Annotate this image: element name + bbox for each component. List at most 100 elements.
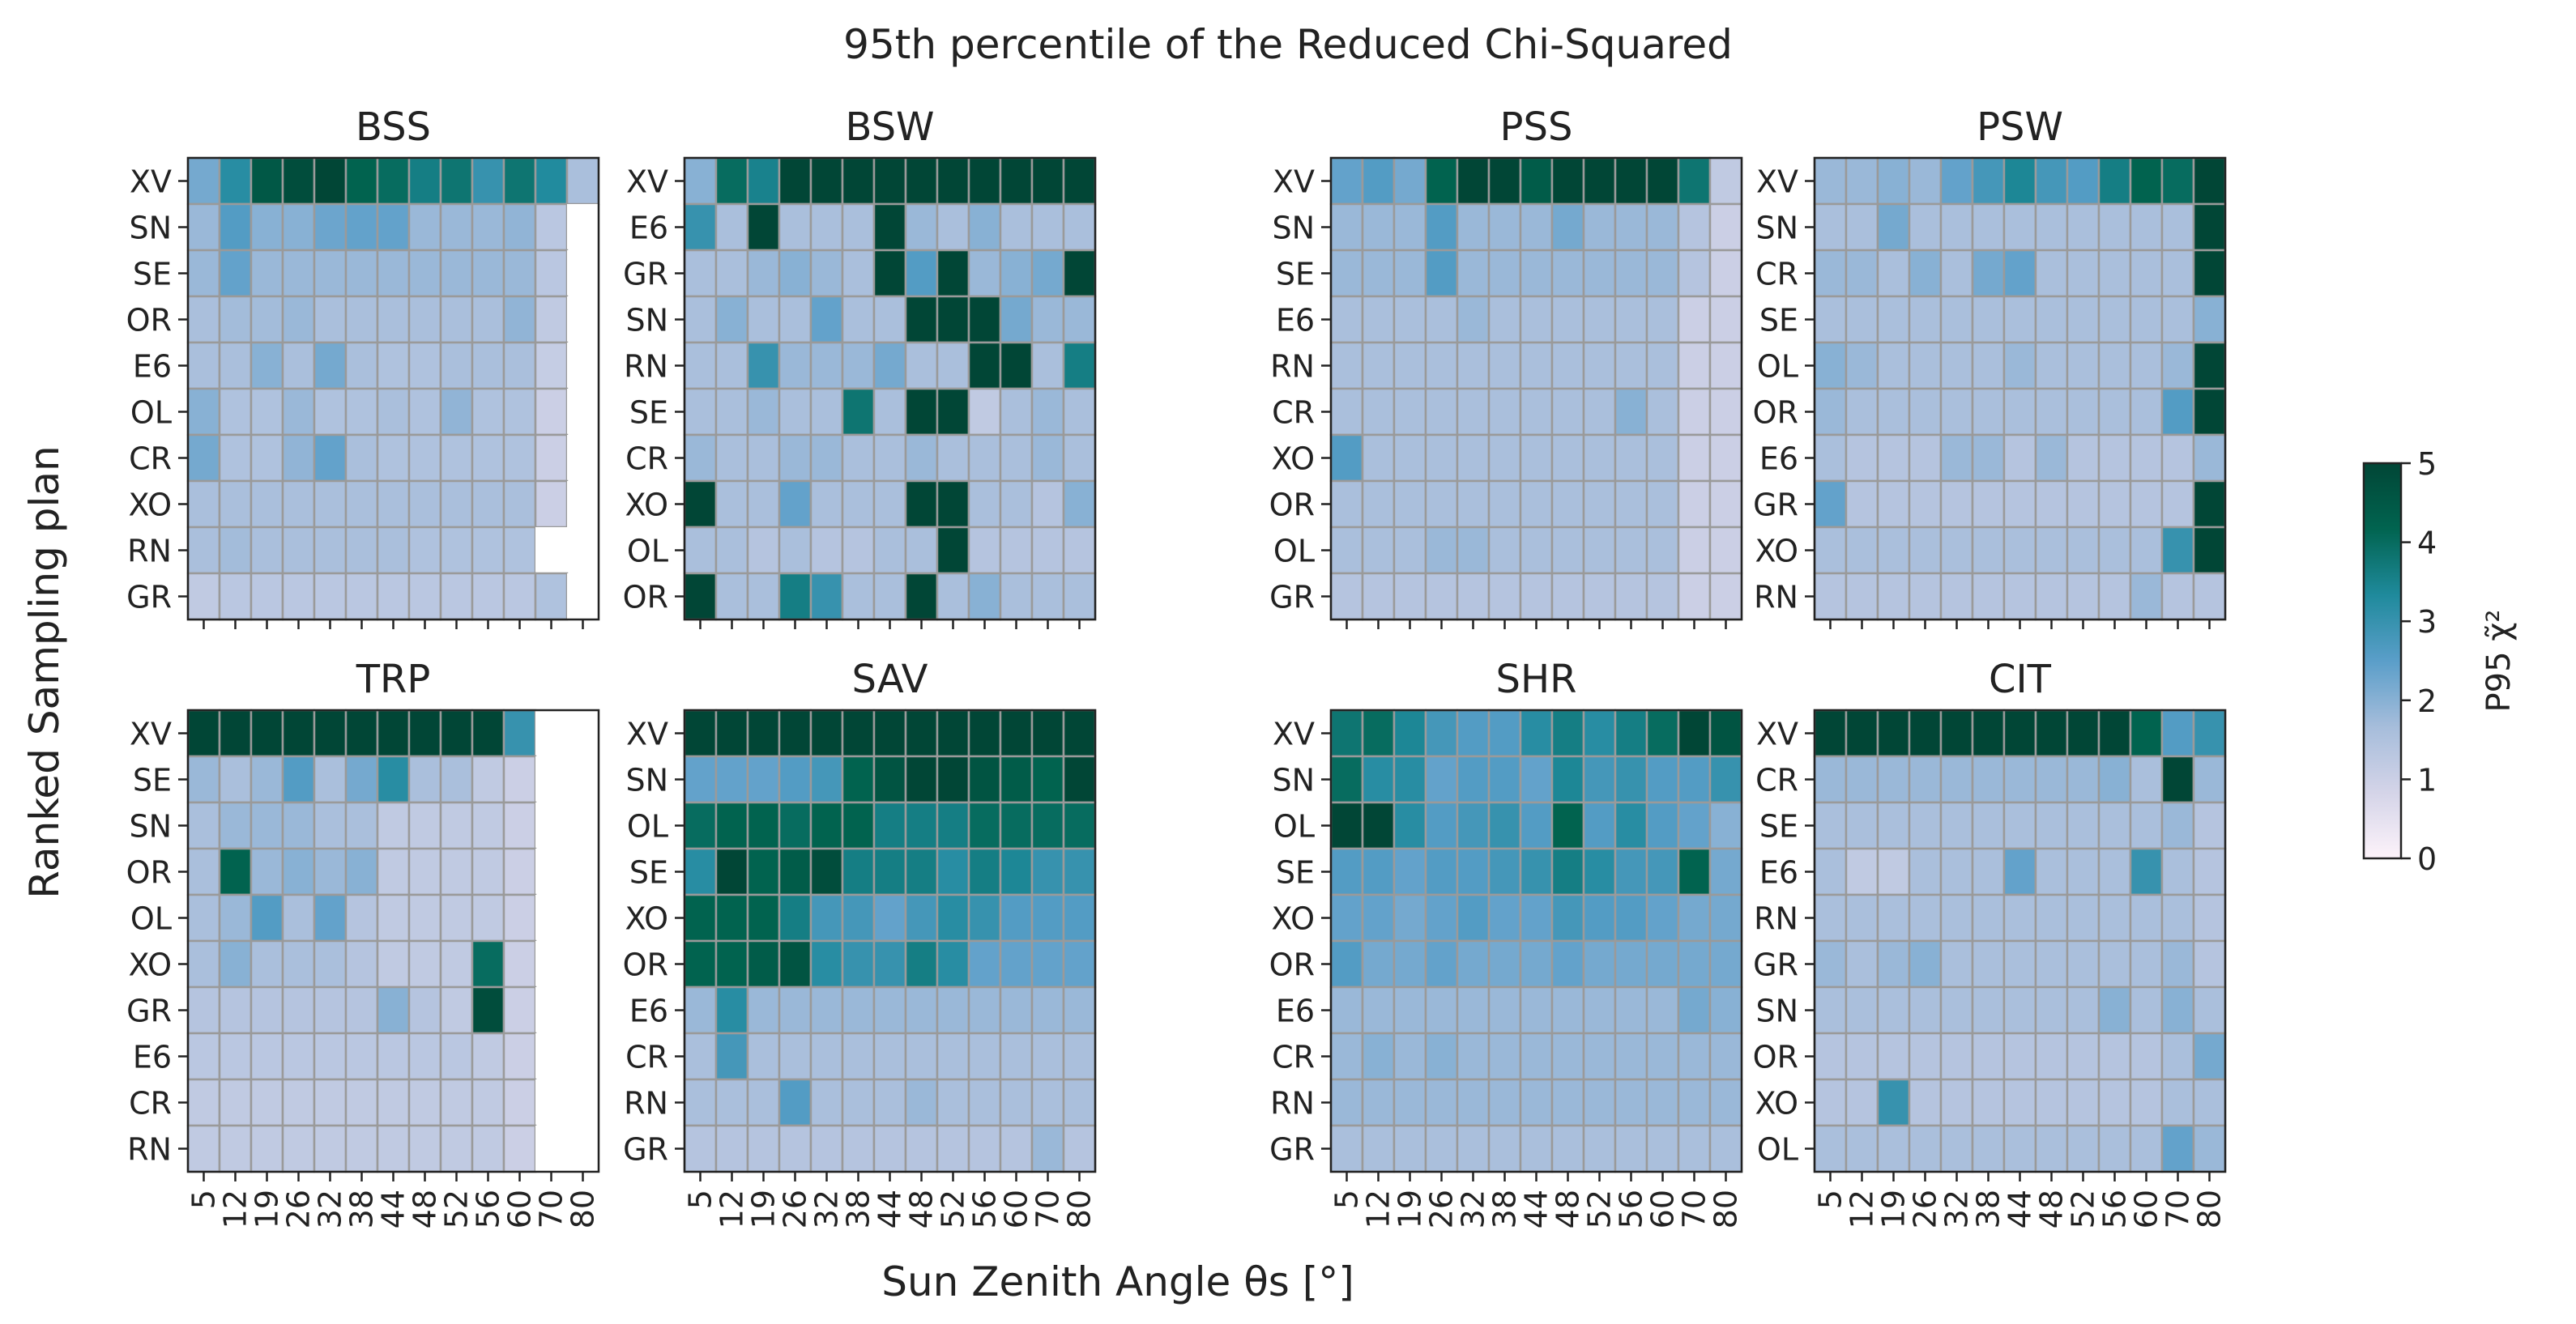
panel-title: PSS	[1500, 104, 1573, 150]
heatmap-cell	[841, 709, 876, 758]
heatmap-cell	[1614, 479, 1648, 529]
heatmap-cell	[2160, 1078, 2195, 1127]
heatmap-cell	[2034, 986, 2069, 1035]
heatmap-cell	[683, 755, 718, 804]
heatmap-cell	[1876, 1124, 1911, 1173]
heatmap-cell	[2129, 1124, 2164, 1173]
heatmap-cell	[439, 801, 474, 850]
heatmap-cell	[904, 709, 939, 758]
heatmap-cell	[1361, 433, 1396, 483]
heatmap-cell	[872, 526, 907, 575]
heatmap-cell	[746, 249, 781, 298]
heatmap-cell	[1550, 433, 1585, 483]
heatmap-cell	[313, 986, 348, 1035]
heatmap-cell	[904, 249, 939, 298]
heatmap-cell	[1971, 526, 2006, 575]
heatmap-cell	[1876, 572, 1911, 621]
heatmap-cell	[407, 709, 442, 758]
heatmap-cell	[1845, 202, 1879, 252]
heatmap-cell	[1876, 939, 1911, 989]
heatmap-cell	[809, 893, 844, 943]
x-tick-label: 60	[2129, 1190, 2164, 1228]
heatmap-cell	[2034, 341, 2069, 390]
heatmap-cell	[872, 755, 907, 804]
heatmap-cell	[502, 433, 537, 483]
heatmap-cell	[534, 295, 569, 344]
heatmap-cell	[407, 249, 442, 298]
heatmap-cell	[1813, 1078, 1848, 1127]
heatmap-cell	[471, 801, 505, 850]
heatmap-cell	[2097, 847, 2132, 896]
heatmap-cell	[1614, 295, 1648, 344]
heatmap-cell	[778, 479, 812, 529]
row-label: XO	[128, 947, 172, 983]
heatmap-cell	[1519, 202, 1554, 252]
heatmap-cell	[746, 1032, 781, 1081]
heatmap-cell	[1456, 801, 1491, 850]
heatmap-cell	[1361, 572, 1396, 621]
heatmap-cell	[1062, 939, 1097, 989]
row-label: XO	[128, 487, 172, 523]
heatmap-cell	[2129, 433, 2164, 483]
heatmap-cell	[2002, 1124, 2037, 1173]
heatmap-cell	[2002, 572, 2037, 621]
heatmap-cell	[1487, 939, 1522, 989]
heatmap-cell	[407, 479, 442, 529]
heatmap-cell	[1062, 1124, 1097, 1173]
heatmap-cell	[683, 433, 718, 483]
heatmap-cell	[1424, 939, 1459, 989]
heatmap-cell	[1876, 433, 1911, 483]
row-label: SE	[133, 257, 172, 292]
row-label: SN	[129, 211, 172, 246]
heatmap-cell	[1424, 1124, 1459, 1173]
heatmap-cell	[999, 1078, 1034, 1127]
heatmap-cell	[344, 341, 379, 390]
row-label: GR	[623, 257, 668, 292]
heatmap-cell	[1645, 1124, 1680, 1173]
heatmap-cell	[2192, 1032, 2227, 1081]
panel-title: PSW	[1977, 104, 2063, 150]
heatmap-cell	[218, 295, 253, 344]
heatmap-cell	[1971, 479, 2006, 529]
heatmap-cell	[1614, 572, 1648, 621]
heatmap-cell	[1645, 295, 1680, 344]
heatmap-cell	[1908, 847, 1943, 896]
panel-cit: CIT XV CR SE E6 RN GR SN OR XO OL 51219263238444852…	[1753, 657, 2228, 1228]
heatmap-cell	[809, 526, 844, 575]
heatmap-cell	[249, 709, 284, 758]
heatmap-cell	[1456, 986, 1491, 1035]
heatmap-cell	[1329, 1124, 1364, 1173]
heatmap-cell	[249, 433, 284, 483]
x-axis-label-text: Sun Zenith Angle θs [°]	[881, 1258, 1354, 1305]
heatmap-cell	[872, 433, 907, 483]
heatmap-cell	[471, 1078, 505, 1127]
heatmap-cell	[1614, 801, 1648, 850]
heatmap-cell	[683, 986, 718, 1035]
heatmap-cell	[1550, 479, 1585, 529]
heatmap-cell	[778, 572, 812, 621]
x-tick-label: 38	[1971, 1190, 2007, 1228]
heatmap-cell	[1392, 387, 1427, 436]
heatmap-cell	[1645, 202, 1680, 252]
heatmap-cell	[439, 939, 474, 989]
heatmap-cell	[746, 202, 781, 252]
heatmap-cell	[1550, 387, 1585, 436]
heatmap-cell	[1582, 387, 1617, 436]
heatmap-cell	[1645, 249, 1680, 298]
heatmap-cell	[1392, 572, 1427, 621]
heatmap-cell	[1813, 986, 1848, 1035]
heatmap-cell	[967, 1032, 1002, 1081]
heatmap-cell	[1062, 202, 1097, 252]
heatmap-cell	[746, 433, 781, 483]
heatmap-cell	[313, 1124, 348, 1173]
heatmap-cell	[567, 802, 599, 849]
x-tick-label: 12	[714, 1190, 750, 1228]
heatmap-cell	[407, 893, 442, 943]
heatmap-cell	[1908, 202, 1943, 252]
heatmap-cell	[714, 1032, 749, 1081]
heatmap-cell	[1392, 1124, 1427, 1173]
heatmap-cell	[2066, 986, 2100, 1035]
heatmap-cell	[1456, 479, 1491, 529]
heatmap-cell	[2097, 202, 2132, 252]
heatmap-cell	[567, 941, 599, 987]
